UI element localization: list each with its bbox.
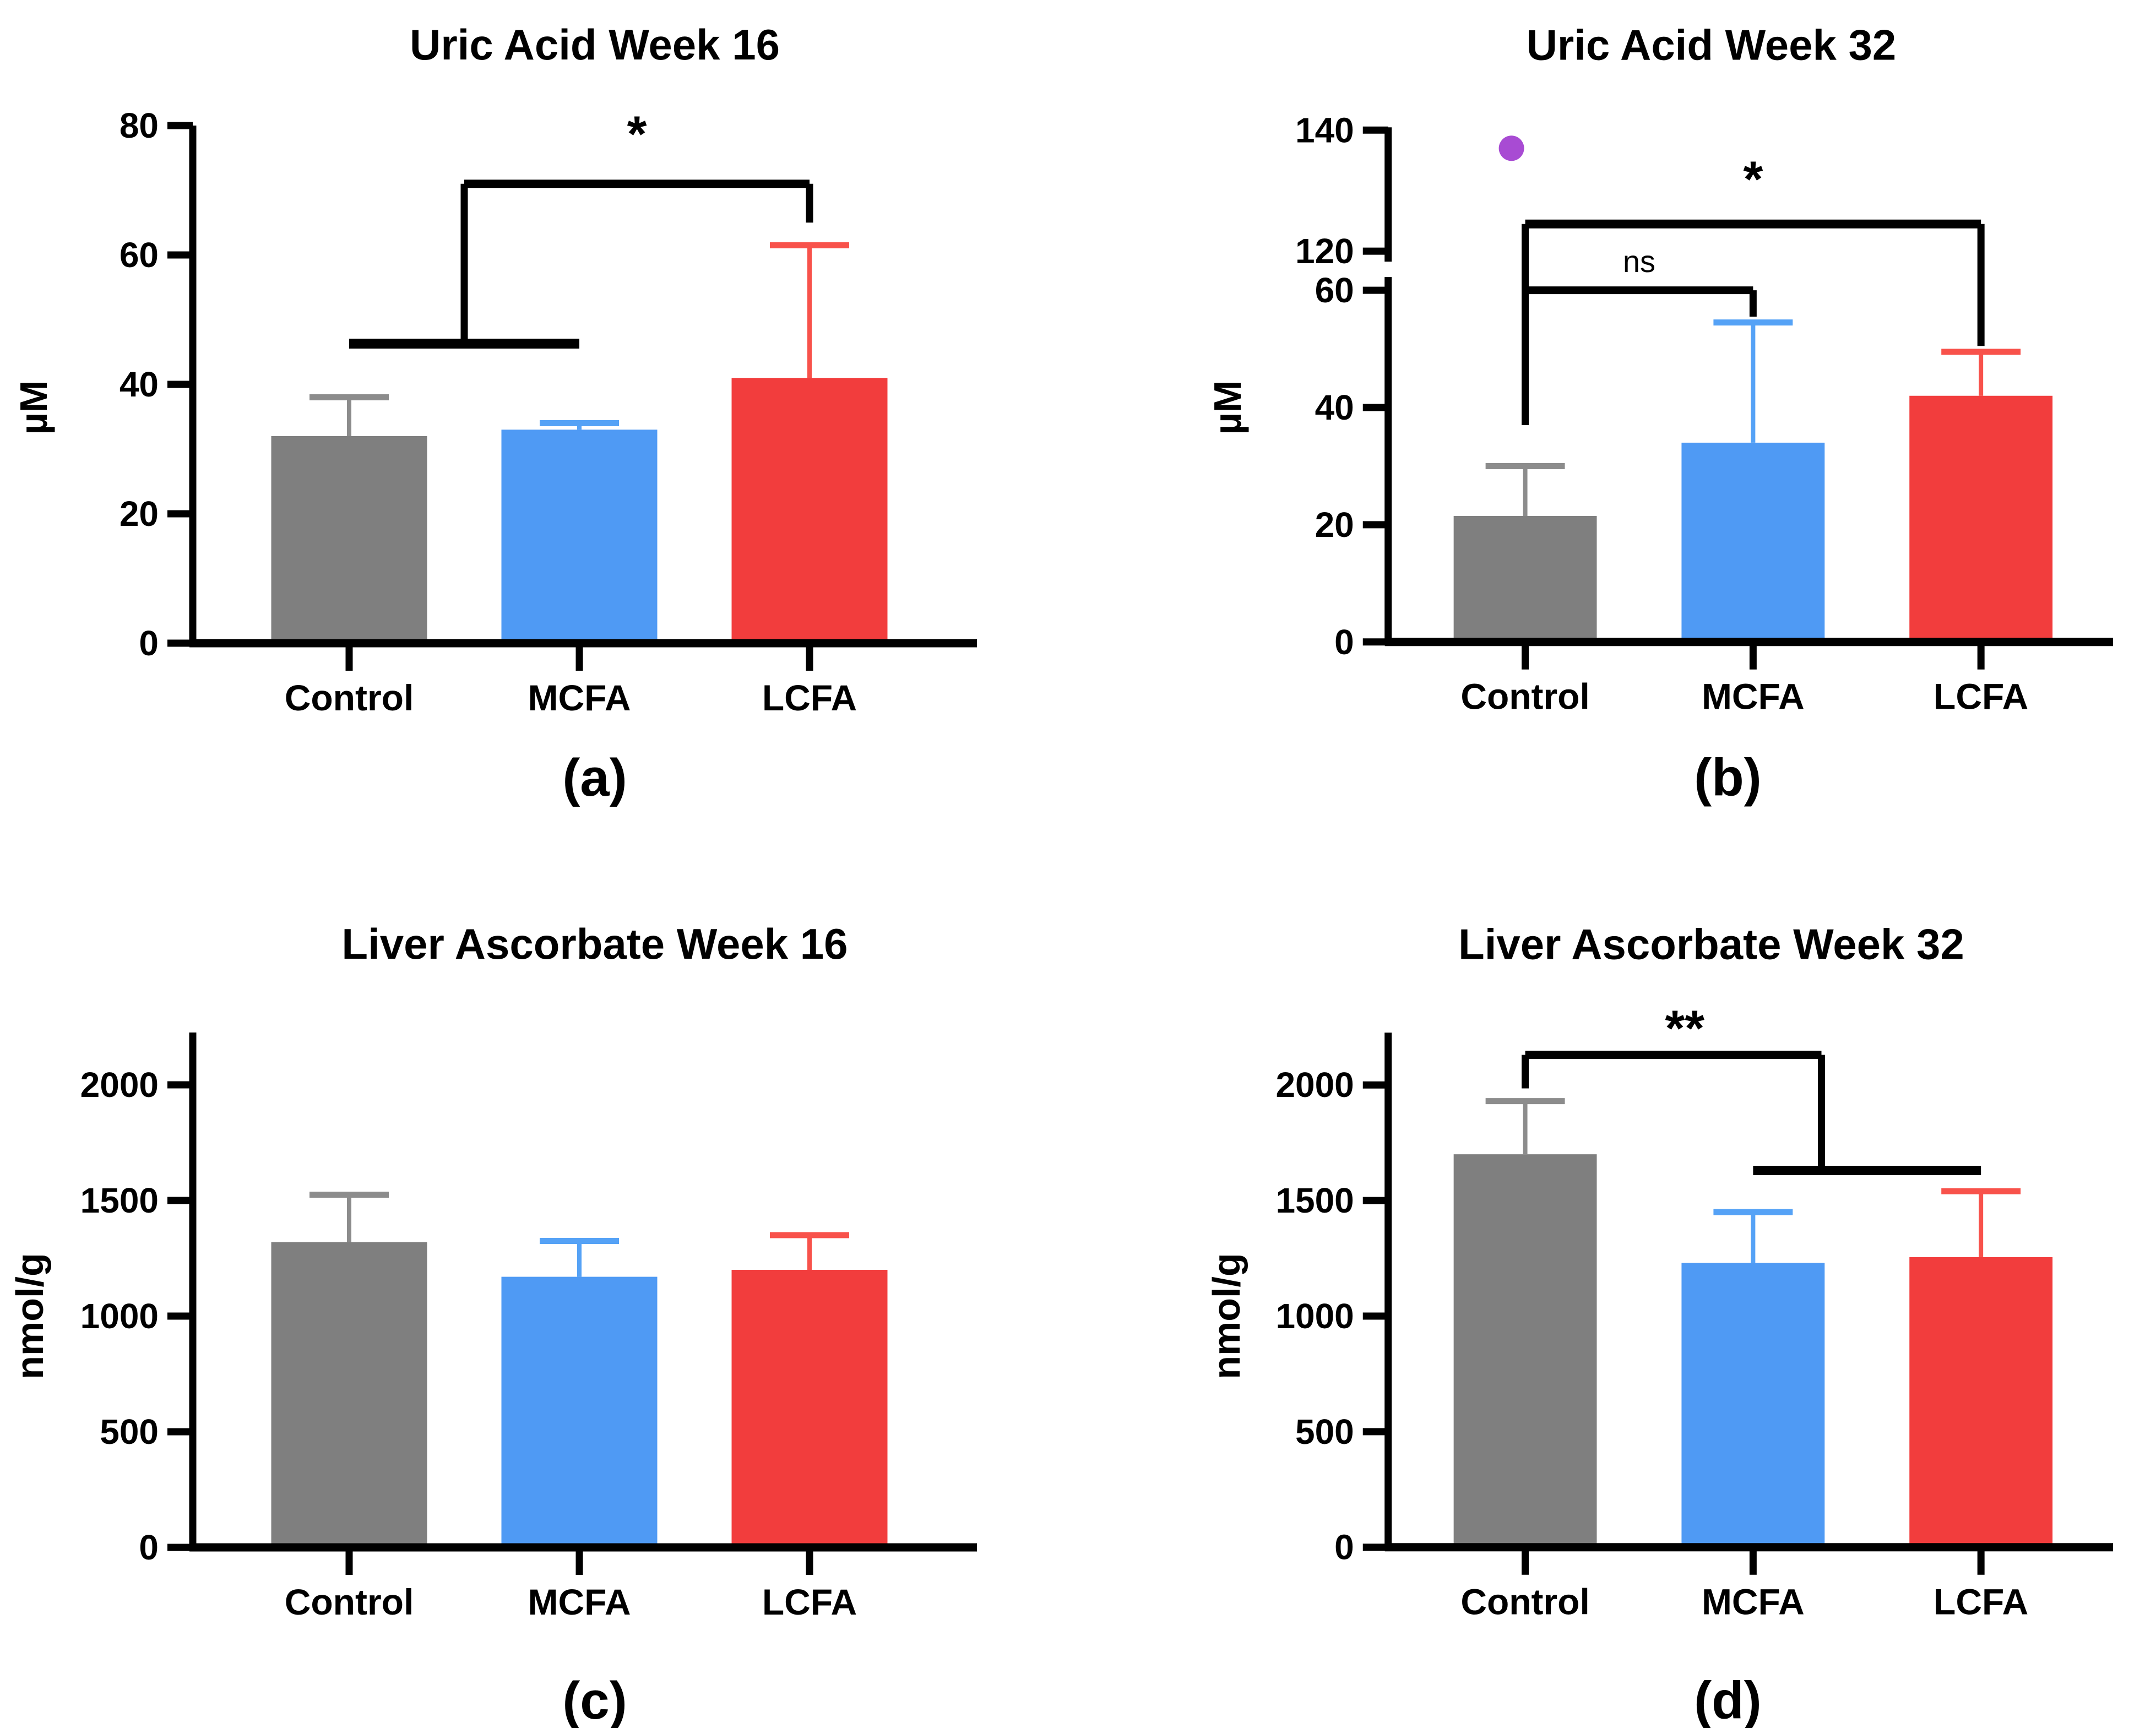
bar-control — [271, 1242, 427, 1547]
outlier-point — [1498, 135, 1524, 161]
panel-c: Liver Ascorbate Week 16 nmol/g 0 500 1000 150… — [0, 864, 1078, 1728]
y-tick-label: 120 — [1295, 231, 1354, 271]
bar-control — [271, 436, 427, 643]
panel-caption: (c) — [562, 1671, 627, 1728]
y-tick-label: 1500 — [1275, 1181, 1354, 1220]
bar-mcfa — [1681, 442, 1825, 642]
chart-title: Liver Ascorbate Week 32 — [1458, 920, 1964, 968]
y-axis-label: nmol/g — [8, 1253, 51, 1379]
y-axis-label: µM — [1206, 381, 1249, 435]
y-tick-label: 500 — [1295, 1412, 1354, 1452]
bar-lcfa — [1909, 395, 2053, 642]
bar-control — [1453, 1154, 1597, 1547]
y-axis-label: µM — [12, 381, 55, 435]
y-tick-label: 2000 — [1275, 1065, 1354, 1105]
significance-label: ** — [1665, 1001, 1704, 1057]
y-tick-label: 2000 — [80, 1065, 159, 1105]
chart-uric-acid-week-16: Uric Acid Week 16 µM 0 20 40 60 80 Control MCFA L… — [12, 20, 977, 807]
chart-title: Liver Ascorbate Week 16 — [341, 920, 848, 968]
chart-liver-ascorbate-week-32: Liver Ascorbate Week 32 nmol/g 0 500 1000 150… — [1205, 920, 2114, 1728]
x-tick-label-lcfa: LCFA — [1934, 676, 2028, 717]
y-axis-label: nmol/g — [1205, 1253, 1248, 1379]
panel-caption: (a) — [562, 748, 627, 807]
y-tick-label: 140 — [1295, 110, 1354, 150]
y-tick-label: 0 — [139, 1528, 159, 1567]
y-tick-label: 1000 — [1275, 1296, 1354, 1336]
y-tick-label: 1000 — [80, 1296, 159, 1336]
x-tick-label-lcfa: LCFA — [1934, 1582, 2028, 1622]
y-tick-label: 60 — [1315, 270, 1354, 310]
y-tick-label: 60 — [120, 235, 159, 275]
bar-control — [1453, 515, 1597, 642]
x-tick-label-lcfa: LCFA — [762, 677, 857, 718]
y-tick-label: 40 — [120, 365, 159, 404]
significance-label: * — [1743, 151, 1763, 208]
y-tick-label: 1500 — [80, 1181, 159, 1220]
x-tick-label-control: Control — [1460, 1582, 1589, 1622]
y-tick-label: 40 — [1315, 388, 1354, 427]
panel-d: Liver Ascorbate Week 32 nmol/g 0 500 1000 150… — [1078, 864, 2156, 1728]
y-tick-label: 0 — [1334, 1528, 1354, 1567]
x-tick-label-control: Control — [1460, 676, 1589, 717]
x-tick-label-mcfa: MCFA — [528, 677, 631, 718]
bar-mcfa — [501, 1276, 658, 1547]
chart-title: Uric Acid Week 16 — [410, 20, 780, 69]
x-tick-label-mcfa: MCFA — [1702, 676, 1805, 717]
panel-b: Uric Acid Week 32 µM 0 20 40 60 120 140 Control M… — [1078, 0, 2156, 864]
x-tick-label-control: Control — [285, 677, 414, 718]
bar-lcfa — [1909, 1257, 2053, 1547]
panel-a: Uric Acid Week 16 µM 0 20 40 60 80 Control MCFA L… — [0, 0, 1078, 864]
bar-lcfa — [731, 378, 888, 643]
y-tick-label: 20 — [1315, 505, 1354, 545]
bar-lcfa — [731, 1270, 888, 1547]
significance-label: * — [627, 106, 647, 162]
y-tick-label: 0 — [139, 623, 159, 663]
bar-mcfa — [501, 430, 658, 643]
x-tick-label-control: Control — [285, 1582, 414, 1622]
panel-caption: (b) — [1694, 748, 1762, 807]
chart-title: Uric Acid Week 32 — [1527, 20, 1897, 69]
x-tick-label-mcfa: MCFA — [528, 1582, 631, 1622]
y-tick-label: 500 — [100, 1412, 159, 1452]
significance-label: ns — [1623, 244, 1655, 279]
y-tick-label: 80 — [120, 106, 159, 145]
bar-mcfa — [1681, 1263, 1825, 1547]
x-tick-label-lcfa: LCFA — [762, 1582, 857, 1622]
chart-liver-ascorbate-week-16: Liver Ascorbate Week 16 nmol/g 0 500 1000 150… — [8, 920, 977, 1728]
panel-caption: (d) — [1694, 1671, 1762, 1728]
y-tick-label: 20 — [120, 494, 159, 534]
y-tick-label: 0 — [1334, 622, 1354, 662]
x-tick-label-mcfa: MCFA — [1702, 1582, 1805, 1622]
